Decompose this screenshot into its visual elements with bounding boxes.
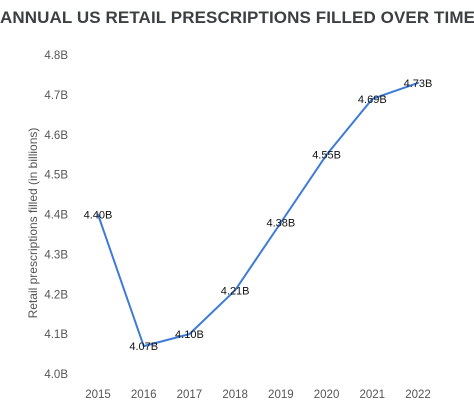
chart-title: ANNUAL US RETAIL PRESCRIPTIONS FILLED OV… — [0, 8, 474, 27]
y-tick-label: 4.1B — [44, 329, 68, 341]
data-label: 4.69B — [358, 94, 387, 106]
x-tick-label: 2021 — [359, 389, 385, 401]
y-tick-label: 4.0B — [44, 369, 68, 381]
x-tick-label: 2015 — [85, 389, 111, 401]
y-tick-label: 4.4B — [44, 210, 68, 222]
y-tick-label: 4.3B — [44, 249, 68, 261]
series-line — [97, 81, 419, 348]
data-label: 4.10B — [175, 329, 204, 341]
y-tick-label: 4.6B — [44, 130, 68, 142]
x-tick-label: 2016 — [131, 389, 157, 401]
y-axis-ticks: 4.0B 4.1B 4.2B 4.3B 4.4B 4.5B 4.6B 4.7B 4.8B — [44, 50, 68, 381]
y-tick-label: 4.2B — [44, 289, 68, 301]
x-tick-label: 2019 — [268, 389, 294, 401]
x-tick-label: 2020 — [314, 389, 340, 401]
y-axis-label: Retail prescriptions filled (in billions… — [26, 128, 40, 319]
data-label: 4.40B — [84, 210, 113, 222]
y-tick-label: 4.8B — [44, 50, 68, 62]
data-label: 4.73B — [404, 78, 433, 90]
x-tick-label: 2018 — [222, 389, 248, 401]
data-label: 4.07B — [129, 341, 158, 353]
x-tick-label: 2017 — [177, 389, 203, 401]
data-label: 4.38B — [266, 217, 295, 229]
y-tick-label: 4.5B — [44, 170, 68, 182]
x-tick-label: 2022 — [405, 389, 431, 401]
series-group — [97, 81, 419, 348]
data-label: 4.21B — [221, 285, 250, 297]
data-labels: 4.40B 4.07B 4.10B 4.21B 4.38B 4.55B 4.69B 4.73B — [84, 78, 433, 353]
data-label: 4.55B — [312, 150, 341, 162]
x-axis-ticks: 2015 2016 2017 2018 2019 2020 2021 2022 — [85, 389, 431, 401]
y-tick-label: 4.7B — [44, 90, 68, 102]
